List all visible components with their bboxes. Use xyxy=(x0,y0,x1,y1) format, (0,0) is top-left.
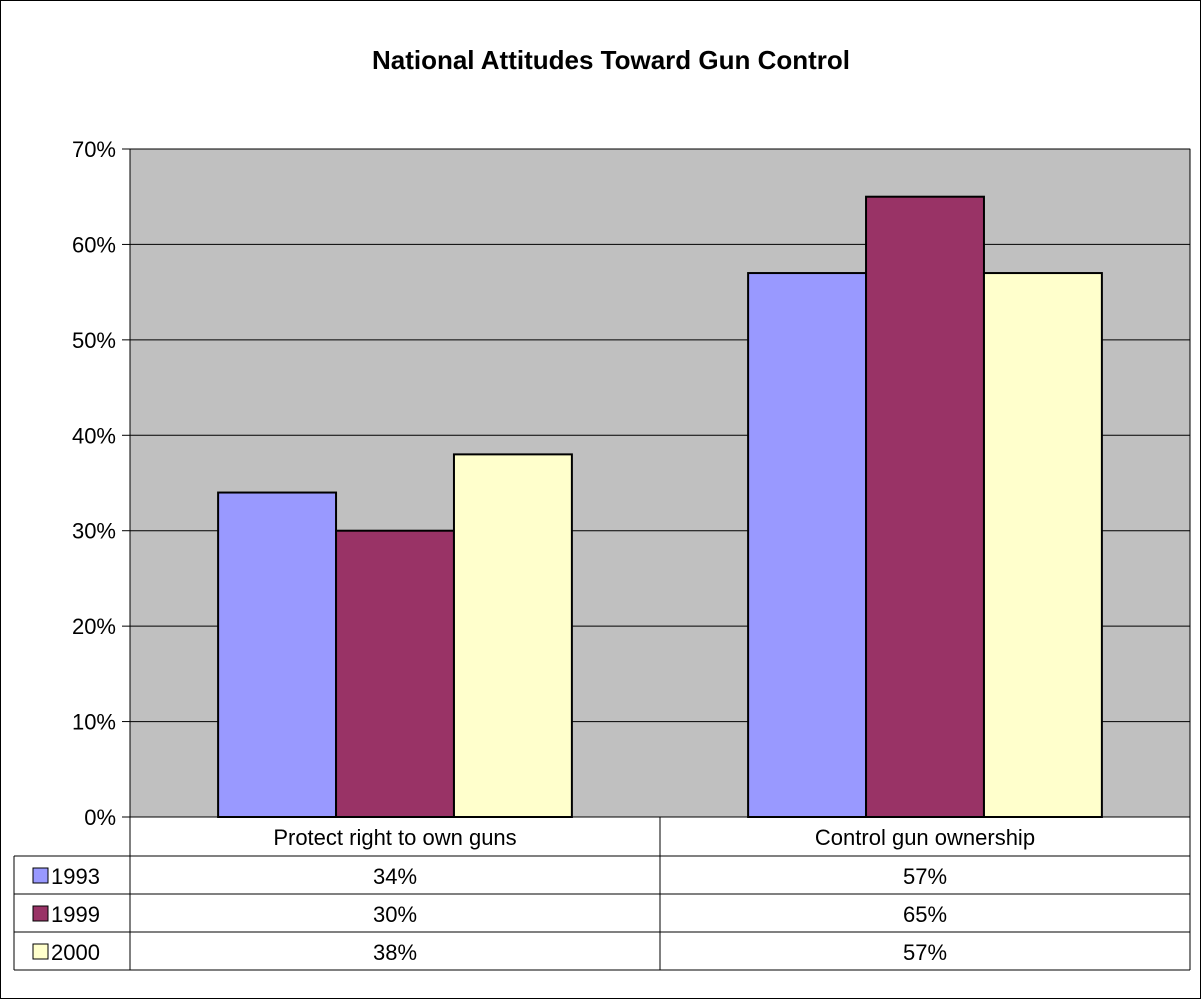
y-tick-label: 30% xyxy=(72,519,116,544)
bar-2000-1 xyxy=(452,453,573,818)
bar-1993-1 xyxy=(217,491,338,818)
plot-area: 0% 10% 20% 30% 40% 50% 60% 70% xyxy=(72,137,1191,830)
chart-title: National Attitudes Toward Gun Control xyxy=(372,45,850,75)
table-cell-value: 65% xyxy=(903,902,947,927)
table-header-category: Protect right to own guns xyxy=(273,825,516,850)
legend-label: 1999 xyxy=(51,902,100,927)
table-header-category: Control gun ownership xyxy=(815,825,1035,850)
bar-1999-2 xyxy=(865,195,985,818)
bar-1993-2 xyxy=(747,272,868,818)
table-cell-value: 57% xyxy=(903,864,947,889)
legend-swatch-1999 xyxy=(32,905,49,922)
y-tick-label: 60% xyxy=(72,232,116,257)
y-tick-label: 0% xyxy=(84,805,116,830)
data-table: Protect right to own guns Control gun own… xyxy=(13,149,1191,971)
table-cell-value: 38% xyxy=(373,940,417,965)
bar-1999-1 xyxy=(335,529,455,818)
legend-label: 2000 xyxy=(51,940,100,965)
y-tick-label: 50% xyxy=(72,328,116,353)
table-cell-value: 34% xyxy=(373,864,417,889)
legend-swatch-1993 xyxy=(32,867,49,884)
legend-label: 1993 xyxy=(51,864,100,889)
bar-2000-2 xyxy=(982,272,1103,818)
table-cell-value: 57% xyxy=(903,940,947,965)
table-cell-value: 30% xyxy=(373,902,417,927)
y-tick-label: 40% xyxy=(72,423,116,448)
y-tick-label: 70% xyxy=(72,137,116,162)
legend-swatch-2000 xyxy=(32,943,49,960)
y-tick-label: 10% xyxy=(72,710,116,735)
y-tick-label: 20% xyxy=(72,614,116,639)
